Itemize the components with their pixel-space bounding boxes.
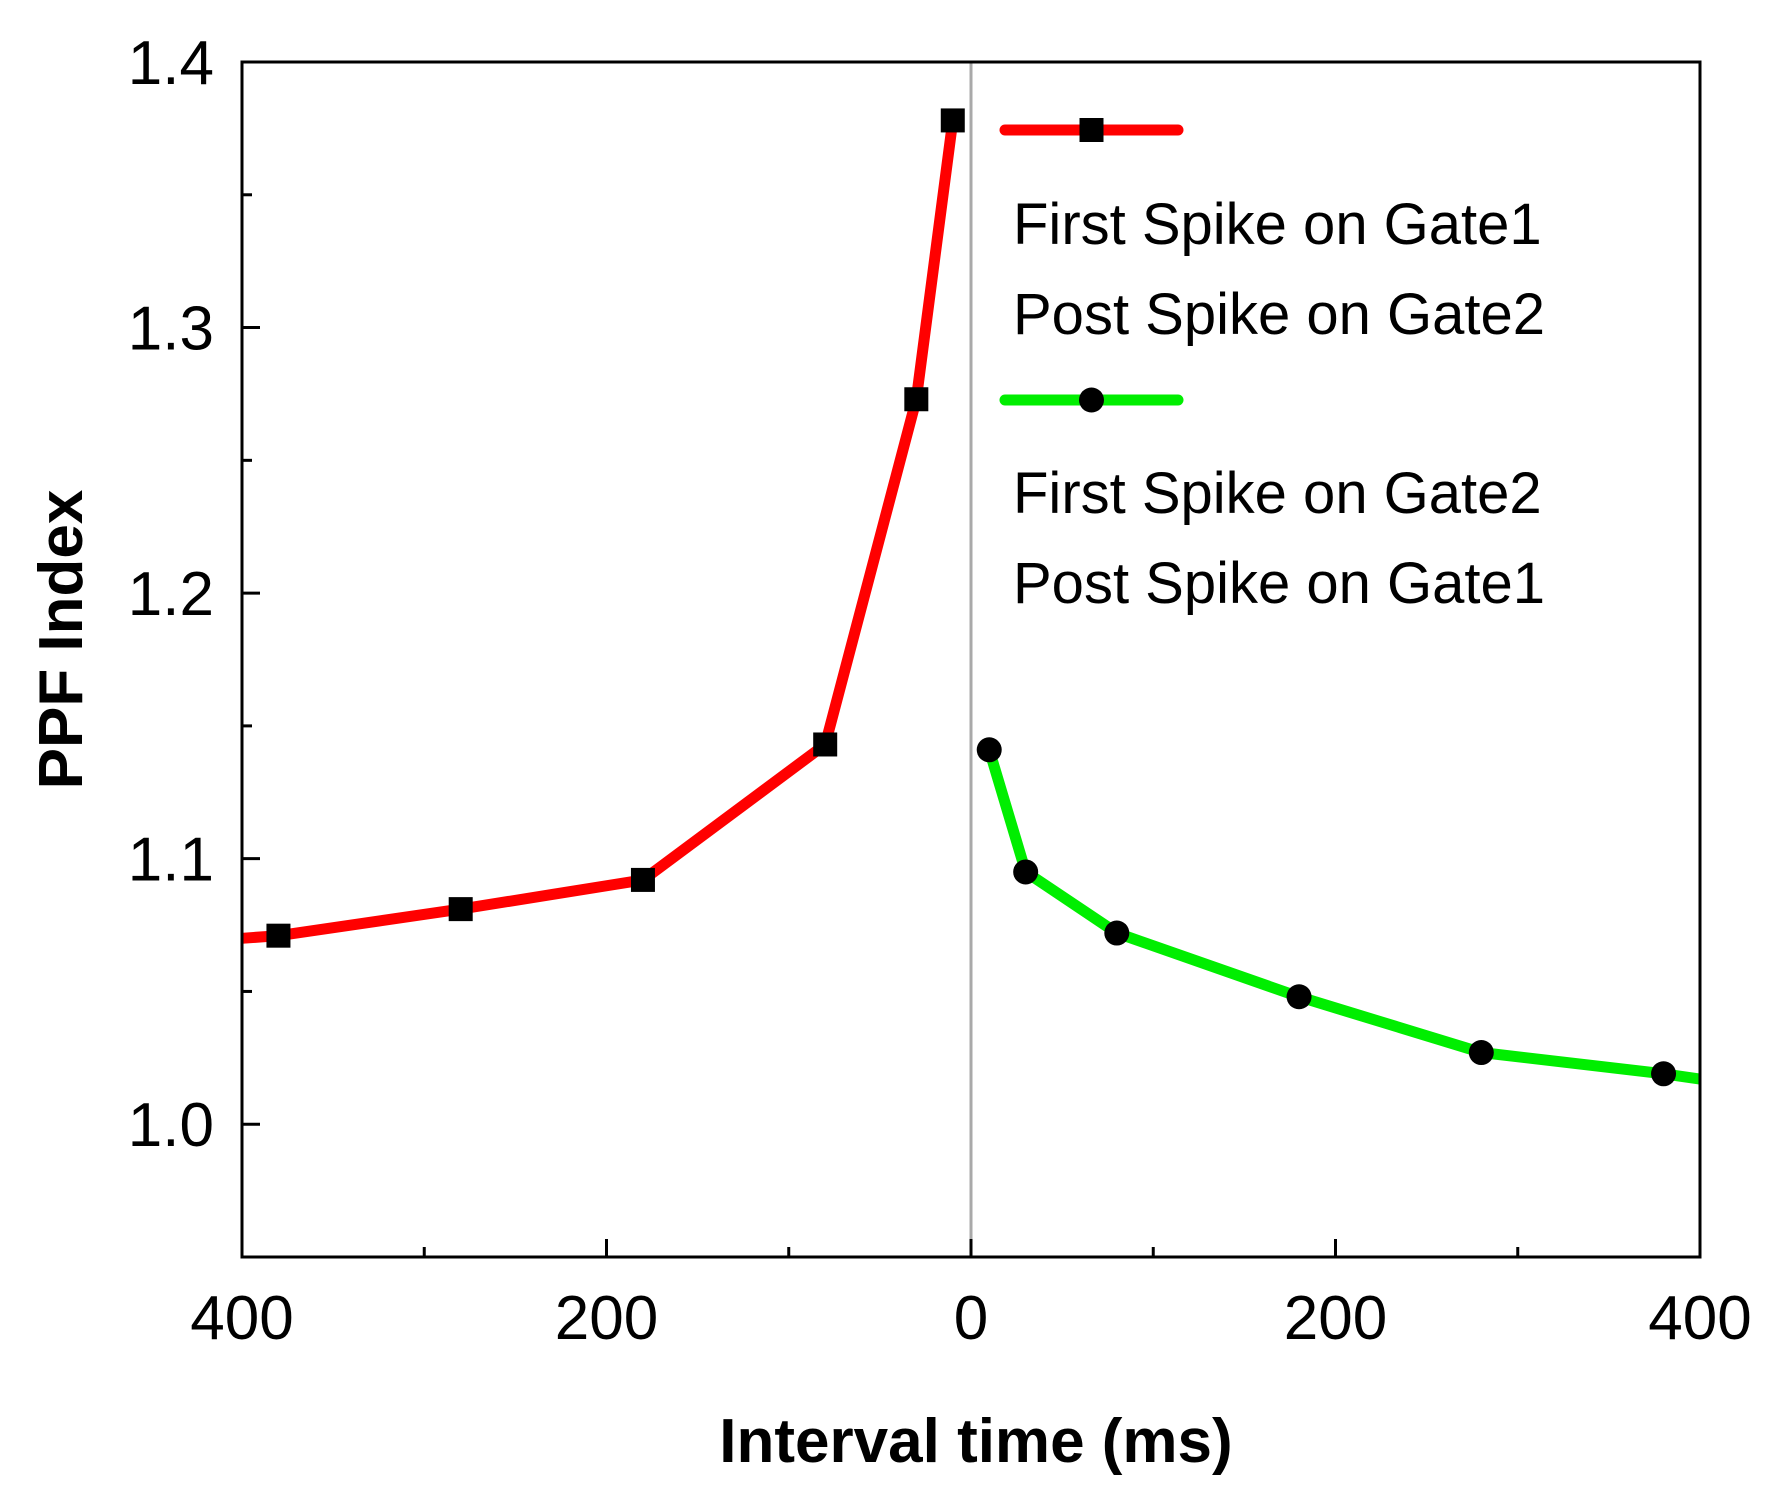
legend-2-label-line-2: Post Spike on Gate1 <box>1013 551 1545 616</box>
y-tick-label: 1.1 <box>128 826 214 895</box>
legend-1-label-line-1: First Spike on Gate1 <box>1013 192 1542 257</box>
x-tick-label: 0 <box>954 1284 988 1353</box>
series-2-circle-marker <box>976 737 1002 763</box>
series-2-circle-marker <box>1104 920 1130 946</box>
legend-2-label-line-1: First Spike on Gate2 <box>1013 461 1542 526</box>
legend-1-label-line-2: Post Spike on Gate2 <box>1013 282 1545 347</box>
series-2-circle-marker <box>1468 1040 1494 1066</box>
x-axis-title: Interval time (ms) <box>719 1407 1232 1476</box>
series-2-circle-marker <box>1286 984 1312 1010</box>
series-1-square-marker <box>940 108 965 133</box>
series-1-line <box>241 119 959 944</box>
x-tick-label: 400 <box>190 1284 293 1353</box>
series-1-square-marker <box>448 897 473 922</box>
series-1-square-marker <box>904 387 929 412</box>
y-tick-label: 1.0 <box>128 1091 214 1160</box>
y-tick-label: 1.2 <box>128 560 214 629</box>
series-2-circle-marker <box>1651 1061 1677 1087</box>
y-tick-label: 1.4 <box>128 29 214 98</box>
legend-2-circle-marker <box>1079 387 1104 413</box>
x-tick-label: 400 <box>1648 1284 1751 1353</box>
x-tick-label: 200 <box>1284 1284 1387 1353</box>
x-tick-label: 200 <box>555 1284 658 1353</box>
series-1-square-marker <box>266 923 291 948</box>
series-1-square-marker <box>630 867 655 892</box>
y-axis-title: PPF Index <box>27 489 96 789</box>
legend-1-square-marker <box>1079 118 1104 142</box>
y-tick-label: 1.3 <box>128 295 214 364</box>
series-2-circle-marker <box>1013 859 1039 885</box>
series-1-square-marker <box>813 732 838 757</box>
series-2-line <box>983 748 1701 1085</box>
